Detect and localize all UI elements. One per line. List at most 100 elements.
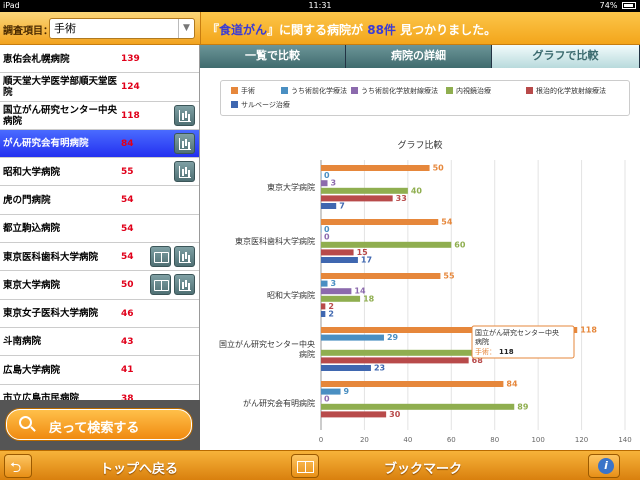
bottom-toolbar: トップへ戻る ブックマーク i — [0, 450, 640, 480]
chart-legend: 手術 うち術前化学療法 うち術前化学放射線療法 内視鏡治療 根治的化学放射線療法 サルベー… — [220, 80, 630, 116]
tab-graph-compare[interactable]: グラフで比較 — [492, 45, 640, 68]
bar — [321, 288, 352, 295]
search-header: 調査項目： 手術 ▼ — [0, 12, 200, 45]
battery-status: 74% — [600, 0, 636, 12]
data-label: 40 — [411, 186, 423, 195]
bar — [321, 334, 384, 341]
bar — [321, 396, 322, 403]
legend-swatch — [231, 101, 238, 108]
hospital-row[interactable]: がん研究会有明病院 84 — [0, 129, 199, 159]
info-button[interactable]: i — [588, 454, 620, 478]
bar — [321, 180, 328, 187]
hospital-list[interactable]: 恵佑会札幌病院 139 順天堂大学医学部順天堂医院 124 国立がん研究センター中央病院… — [0, 45, 200, 400]
bar — [321, 327, 578, 333]
bar-chart-icon[interactable] — [174, 161, 195, 183]
hospital-name: 東京大学病院 — [3, 279, 61, 291]
bar-chart-icon[interactable] — [174, 104, 195, 126]
hospital-count: 55 — [121, 167, 134, 178]
tooltip-value: 118 — [499, 348, 514, 356]
hospital-row[interactable]: 虎の門病院 54 — [0, 186, 199, 215]
data-label: 23 — [374, 364, 385, 373]
bar — [321, 257, 358, 263]
data-label: 14 — [354, 287, 366, 296]
legend-swatch — [281, 87, 288, 94]
bar-chart-icon[interactable] — [174, 246, 195, 268]
x-tick-label: 40 — [403, 436, 412, 444]
hospital-row[interactable]: 都立駒込病院 54 — [0, 215, 199, 244]
data-label: 17 — [361, 256, 372, 265]
x-tick-label: 60 — [447, 436, 456, 444]
hospital-name: 東京女子医科大学病院 — [3, 308, 99, 320]
back-area: 戻って検索する — [0, 400, 200, 450]
status-bar: iPad 11:31 74% — [0, 0, 640, 12]
category-label: 東京医科歯科大学病院 — [235, 236, 315, 246]
result-message: 『食道がん』に関する病院が 88件 見つかりました。 — [207, 23, 497, 37]
data-label: 29 — [387, 333, 399, 342]
bar — [321, 195, 393, 202]
category-label: がん研究会有明病院 — [243, 398, 315, 408]
legend-swatch — [231, 87, 238, 94]
data-label: 0 — [324, 225, 330, 234]
data-label: 68 — [472, 356, 484, 365]
bar — [321, 303, 326, 310]
data-label: 0 — [324, 233, 330, 242]
data-label: 2 — [328, 302, 334, 311]
bar — [321, 219, 439, 225]
tooltip-series: 手術： — [475, 347, 496, 356]
bar — [321, 226, 322, 233]
hospital-row[interactable]: 東京医科歯科大学病院 54 — [0, 243, 199, 272]
bar — [321, 311, 326, 317]
search-item-value: 手術 — [54, 22, 76, 35]
hospital-row[interactable]: 東京大学病院 50 — [0, 271, 199, 300]
hospital-row[interactable]: 順天堂大学医学部順天堂医院 124 — [0, 73, 199, 102]
data-label: 0 — [324, 395, 330, 404]
bar — [321, 388, 341, 395]
clock: 11:31 — [308, 1, 332, 10]
hospital-row[interactable]: 昭和大学病院 55 — [0, 158, 199, 187]
top-return-button[interactable]: トップへ戻る — [100, 462, 179, 477]
x-tick-label: 80 — [490, 436, 499, 444]
hospital-count: 46 — [121, 308, 134, 319]
hospital-count: 50 — [121, 280, 134, 291]
hospital-row[interactable]: 広島大学病院 41 — [0, 356, 199, 385]
legend-swatch — [526, 87, 533, 94]
x-tick-label: 20 — [360, 436, 369, 444]
hospital-row[interactable]: 斗南病院 43 — [0, 328, 199, 357]
legend-entry: サルベージ治療 — [231, 100, 290, 110]
home-back-icon[interactable] — [4, 454, 32, 480]
data-label: 60 — [454, 240, 466, 249]
tab-list-compare[interactable]: 一覧で比較 — [200, 45, 346, 68]
hospital-row[interactable]: 市立広島市民病院 38 — [0, 385, 199, 400]
book-icon[interactable] — [150, 246, 171, 268]
bar-chart-icon[interactable] — [174, 274, 195, 296]
data-label: 30 — [389, 410, 401, 419]
category-label: 東京大学病院 — [267, 182, 315, 192]
hospital-row[interactable]: 国立がん研究センター中央病院 118 — [0, 102, 199, 130]
bar — [321, 241, 452, 248]
bar — [321, 381, 504, 387]
hospital-name: 東京医科歯科大学病院 — [3, 251, 99, 263]
search-item-select[interactable]: 手術 ▼ — [49, 18, 195, 39]
search-label: 調査項目： — [3, 26, 53, 37]
back-to-search-button[interactable]: 戻って検索する — [6, 409, 192, 440]
data-label: 15 — [357, 248, 369, 257]
data-label: 55 — [443, 272, 455, 281]
bar — [321, 365, 371, 371]
hospital-name: 虎の門病院 — [3, 194, 51, 206]
data-label: 9 — [344, 387, 350, 396]
hospital-count: 54 — [121, 223, 134, 234]
bookmark-button[interactable]: ブックマーク — [384, 462, 463, 477]
bar — [321, 349, 543, 356]
book-icon[interactable] — [291, 454, 319, 478]
hospital-count: 38 — [121, 393, 134, 400]
hospital-name: 斗南病院 — [3, 336, 42, 348]
hospital-name: がん研究会有明病院 — [3, 138, 89, 150]
data-label: 89 — [517, 402, 529, 411]
bar-chart-icon[interactable] — [174, 132, 195, 154]
hospital-count: 118 — [121, 110, 140, 121]
hospital-row[interactable]: 東京女子医科大学病院 46 — [0, 300, 199, 328]
hospital-row[interactable]: 恵佑会札幌病院 139 — [0, 45, 199, 74]
tab-hospital-detail[interactable]: 病院の詳細 — [346, 45, 492, 68]
book-icon[interactable] — [150, 274, 171, 296]
